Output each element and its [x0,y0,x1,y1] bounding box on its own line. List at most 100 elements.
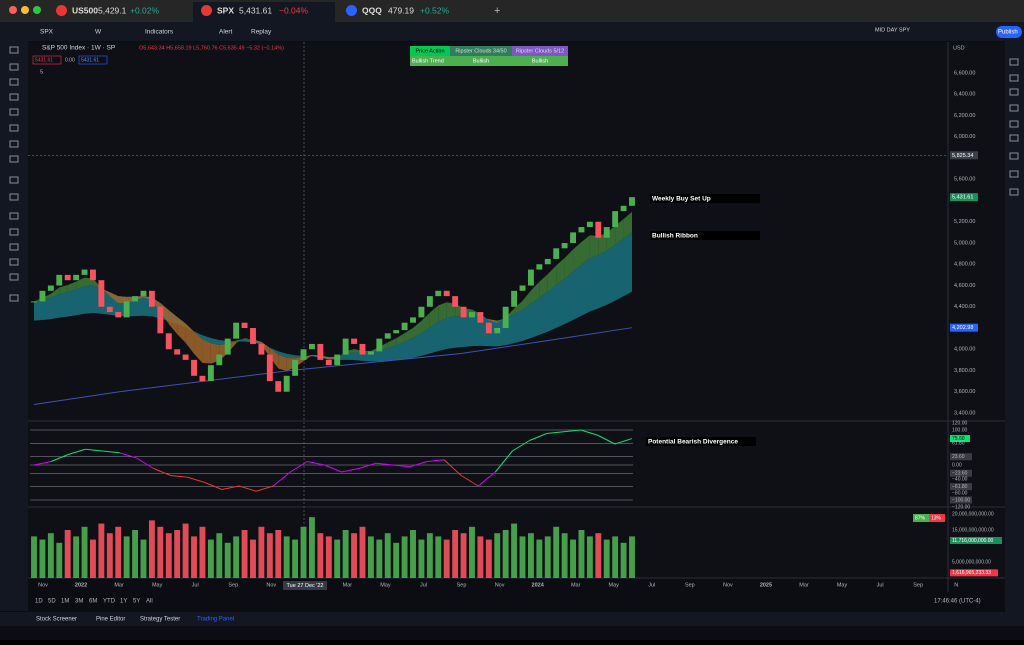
sidebar-icon[interactable] [1009,88,1019,96]
ribbon-fast [269,347,279,369]
sidebar-icon[interactable] [1009,104,1019,112]
range-button[interactable]: 3M [75,599,83,605]
time-label: Sep [228,582,238,588]
tool-icon[interactable] [9,228,19,236]
osc-segment [307,461,325,466]
toolbar-alert[interactable]: Alert [219,29,233,36]
price-marker-label: 4,202.98 [952,325,973,331]
tab-symbol[interactable]: QQQ [362,5,382,15]
volume-bar [123,536,130,578]
candle [570,232,576,243]
time-label: May [152,582,163,588]
sidebar-icon[interactable] [1009,120,1019,128]
annotation: Potential Bearish Divergence [648,439,738,446]
price-tick-label: 6,600.00 [954,70,975,76]
tool-icon[interactable] [9,140,19,148]
sidebar-icon[interactable] [1009,188,1019,196]
bottom-tab[interactable]: Pine Editor [96,617,125,623]
table-header: Price Action [415,48,444,54]
price-tick-label: 3,800.00 [954,368,975,374]
range-button[interactable]: 6M [89,599,97,605]
volume-bar [367,536,374,578]
toolbar-replay[interactable]: Replay [251,29,272,36]
bottom-tab[interactable]: Strategy Tester [140,617,180,623]
volume-bar [351,533,358,578]
time-label: Nov [723,582,733,588]
toolbar-interval[interactable]: W [95,29,102,36]
sidebar-icon[interactable] [1009,134,1019,142]
tab-icon [346,5,357,16]
candle [443,290,450,297]
ribbon-fast [202,339,211,364]
ribbon-fast [413,320,422,338]
tool-icon[interactable] [9,176,19,184]
sidebar-icon[interactable] [1009,58,1019,66]
tool-icon[interactable] [9,212,19,220]
close[interactable] [9,6,17,14]
range-button[interactable]: 1M [61,599,69,605]
volume-bar [132,530,139,578]
range-button[interactable]: 5D [48,599,56,605]
tab-symbol[interactable]: US500 [72,5,98,15]
ribbon-fast [109,292,119,304]
candle [502,306,509,328]
table-header-cell [450,46,512,56]
bottom-panel [0,612,1024,626]
ribbon-fast [598,233,607,255]
candle [511,290,518,307]
volume-bar [410,530,416,578]
zoom[interactable] [33,6,41,14]
candle [64,274,71,281]
tool-icon[interactable] [9,63,19,71]
osc-segment [187,476,206,483]
sidebar-icon[interactable] [1009,74,1019,82]
sidebar-icon[interactable] [1009,170,1019,178]
tool-icon[interactable] [9,155,19,163]
osc-segment [358,462,376,469]
new-tab[interactable]: + [494,5,500,17]
tool-icon[interactable] [9,243,19,251]
active-tab[interactable] [193,2,335,22]
range-button[interactable]: 1Y [120,599,127,605]
ribbon-fast [556,258,565,285]
tool-icon[interactable] [9,193,19,201]
table-cell [410,56,450,66]
osc-segment [238,485,257,492]
publish-button[interactable] [996,26,1022,38]
tool-icon[interactable] [9,78,19,86]
range-button[interactable]: 1D [35,599,43,605]
layout-name[interactable]: MID DAY SPY [875,27,910,33]
range-button[interactable]: YTD [103,599,116,605]
legend-title: S&P 500 Index · 1W · SP [42,45,115,52]
osc-tick-label: 61.80 [952,441,965,447]
toolbar-symbol[interactable]: SPX [40,29,54,36]
ribbon-fast [177,316,186,343]
tool-icon[interactable] [9,108,19,116]
osc-tick-label: −120.00 [952,504,970,510]
tab-change: −0.04% [279,5,309,15]
osc-tick-label: 0.00 [952,462,962,468]
volume-bar [393,542,400,578]
tool-icon[interactable] [9,294,19,302]
bottom-tab[interactable]: Trading Panel [197,617,234,623]
toolbar-indicators[interactable]: Indicators [145,29,174,36]
tool-icon[interactable] [9,46,19,54]
publish-label[interactable]: Publish [998,30,1018,36]
ribbon-fast [581,235,590,265]
annotation-box [650,194,760,203]
range-button[interactable]: 5Y [133,599,140,605]
sidebar-icon[interactable] [1009,152,1019,160]
price-tick-label: 5,000.00 [954,240,975,246]
volume-bar [241,530,248,578]
price-tick-label: 5,600.00 [954,177,975,183]
tool-icon[interactable] [9,93,19,101]
range-button[interactable]: All [146,599,153,605]
osc-label-bg [950,496,972,504]
candle [426,296,433,307]
bottom-tab[interactable]: Stock Screener [36,617,77,623]
tab-symbol[interactable]: SPX [217,5,234,15]
tool-icon[interactable] [9,258,19,266]
minimize[interactable] [21,6,29,14]
tool-icon[interactable] [9,273,19,281]
tool-icon[interactable] [9,124,19,132]
